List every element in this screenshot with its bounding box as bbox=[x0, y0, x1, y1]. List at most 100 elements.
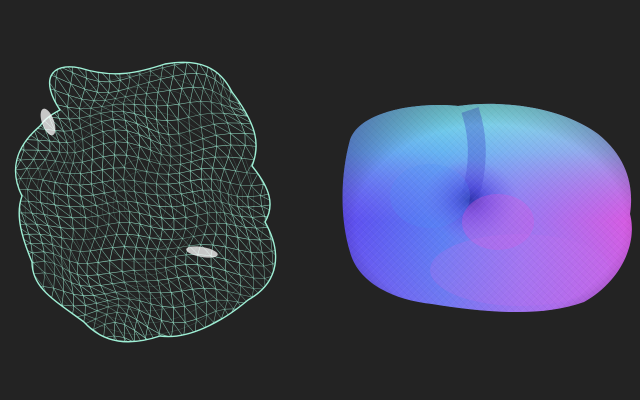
wireframe-edge bbox=[58, 304, 63, 320]
wireframe-edge bbox=[80, 124, 91, 129]
wireframe-edge bbox=[189, 130, 203, 139]
wireframe-edge bbox=[171, 229, 175, 240]
wireframe-edge bbox=[36, 223, 52, 236]
wireframe-edge bbox=[282, 226, 293, 235]
wireframe-edge bbox=[226, 223, 239, 238]
wireframe-blob[interactable] bbox=[2, 46, 314, 400]
wireframe-edge bbox=[202, 344, 211, 349]
wireframe-edge bbox=[71, 130, 75, 142]
wireframe-edge bbox=[15, 277, 20, 283]
wireframe-edge bbox=[124, 167, 136, 170]
wireframe-edge bbox=[223, 113, 228, 123]
wireframe-edge bbox=[285, 253, 290, 256]
wireframe-edge bbox=[150, 379, 151, 389]
wireframe-edge bbox=[81, 98, 92, 109]
wireframe-edge bbox=[138, 81, 150, 86]
wireframe-edge bbox=[280, 63, 281, 75]
wireframe-edge bbox=[230, 91, 239, 104]
wireframe-edge bbox=[15, 127, 24, 140]
wireframe-edge bbox=[126, 155, 136, 170]
wireframe-edge bbox=[58, 118, 73, 131]
wireframe-edge bbox=[123, 96, 126, 105]
wireframe-edge bbox=[90, 106, 103, 109]
wireframe-edge bbox=[79, 185, 82, 197]
wireframe-edge bbox=[124, 167, 135, 181]
wireframe-edge bbox=[33, 150, 39, 160]
wireframe-edge bbox=[178, 238, 183, 248]
wireframe-edge bbox=[244, 390, 258, 400]
wireframe-edge bbox=[203, 145, 217, 150]
normal-shaded-blob[interactable] bbox=[330, 95, 640, 325]
wireframe-edge bbox=[135, 157, 139, 170]
wireframe-edge bbox=[70, 250, 78, 264]
wireframe-edge bbox=[118, 65, 131, 78]
wireframe-edge bbox=[225, 235, 228, 248]
wireframe-edge bbox=[57, 216, 74, 230]
wireframe-edge bbox=[182, 349, 192, 354]
wireframe-edge bbox=[161, 306, 174, 324]
wireframe-edge bbox=[169, 90, 180, 105]
wireframe-edge bbox=[168, 133, 179, 135]
wireframe-edge bbox=[69, 117, 80, 120]
wireframe-edge bbox=[104, 373, 116, 389]
wireframe-edge bbox=[234, 62, 237, 68]
wireframe-edge bbox=[54, 130, 60, 143]
wireframe-edge bbox=[150, 226, 161, 240]
wireframe-edge bbox=[4, 89, 11, 95]
wireframe-edge bbox=[90, 108, 101, 114]
wireframe-edge bbox=[210, 266, 214, 278]
wireframe-edge bbox=[136, 319, 148, 328]
wireframe-edge bbox=[144, 171, 148, 183]
wireframe-edge bbox=[175, 254, 186, 257]
wireframe-edge bbox=[202, 349, 213, 355]
wireframe-edge bbox=[118, 304, 129, 307]
wireframe-edge bbox=[126, 200, 140, 214]
wireframe-edge bbox=[27, 189, 29, 202]
wireframe-edge bbox=[256, 227, 269, 229]
wireframe-edge bbox=[15, 71, 20, 78]
wireframe-edge bbox=[63, 278, 72, 283]
wireframe-edge bbox=[244, 357, 255, 358]
wireframe-edge bbox=[7, 214, 13, 216]
wireframe-edge bbox=[264, 288, 274, 297]
wireframe-edge bbox=[138, 224, 141, 236]
wireframe-edge bbox=[119, 222, 128, 235]
wireframe-edge bbox=[80, 195, 97, 206]
wireframe-edge bbox=[150, 139, 162, 155]
wireframe-edge bbox=[127, 386, 128, 400]
wireframe-edge bbox=[259, 304, 267, 312]
wireframe-edge bbox=[167, 184, 170, 196]
wireframe-edge bbox=[8, 62, 14, 65]
wireframe-edge bbox=[167, 103, 179, 106]
wireframe-edge bbox=[205, 201, 217, 213]
wireframe-edge bbox=[45, 318, 56, 333]
wireframe-edge bbox=[149, 303, 152, 316]
wireframe-edge bbox=[279, 248, 280, 259]
wireframe-edge bbox=[123, 324, 125, 338]
wireframe-edge bbox=[273, 370, 282, 374]
wireframe-edge bbox=[59, 152, 65, 163]
wireframe-edge bbox=[134, 330, 146, 342]
wireframe-edge bbox=[123, 111, 138, 124]
wireframe-edge bbox=[63, 131, 68, 143]
wireframe-edge bbox=[167, 277, 178, 280]
wireframe-edge bbox=[146, 91, 159, 94]
wireframe-edge bbox=[276, 105, 278, 115]
wireframe-edge bbox=[37, 139, 50, 142]
wireframe-edge bbox=[63, 130, 73, 132]
wireframe-edge bbox=[149, 160, 158, 174]
wireframe-edge bbox=[203, 357, 204, 364]
wireframe-edge bbox=[139, 300, 152, 305]
wireframe-edge bbox=[35, 358, 43, 361]
wireframe-edge bbox=[240, 285, 254, 289]
wireframe-edge bbox=[170, 155, 181, 157]
wireframe-edge bbox=[58, 361, 73, 371]
wireframe-edge bbox=[16, 343, 18, 352]
wireframe-edge bbox=[146, 93, 157, 107]
wireframe-edge bbox=[283, 303, 296, 314]
wireframe-edge bbox=[79, 239, 84, 252]
wireframe-edge bbox=[15, 62, 16, 66]
wireframe-edge bbox=[116, 48, 127, 49]
